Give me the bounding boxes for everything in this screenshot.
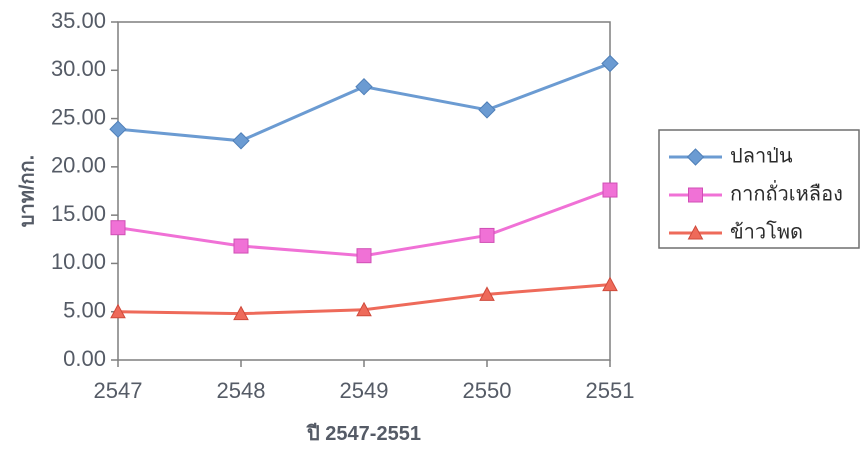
series-line <box>117 188 611 258</box>
legend-swatch-marker <box>688 187 703 203</box>
x-tick-label: 2550 <box>463 378 512 403</box>
y-tick-label: 15.00 <box>51 201 106 226</box>
y-tick-label: 25.00 <box>51 104 106 129</box>
y-tick-label: 35.00 <box>51 8 106 33</box>
x-tick-label: 2549 <box>340 378 389 403</box>
data-point <box>232 132 250 150</box>
data-point <box>355 77 373 96</box>
legend-label: ข้าวโพด <box>730 220 803 243</box>
data-point <box>356 301 372 317</box>
data-point <box>110 303 126 319</box>
y-tick-label: 30.00 <box>51 56 106 81</box>
legend-swatch-marker <box>686 148 705 166</box>
y-tick-label: 5.00 <box>63 298 106 323</box>
data-point <box>233 305 249 321</box>
data-point <box>110 220 126 236</box>
data-point <box>356 248 372 264</box>
data-point <box>601 54 619 73</box>
legend-swatch-marker <box>687 224 704 240</box>
series-3 <box>110 276 618 321</box>
y-tick-label: 0.00 <box>63 346 106 371</box>
y-tick-label: 20.00 <box>51 153 106 178</box>
data-point <box>479 286 495 301</box>
data-point <box>478 101 496 119</box>
data-point <box>602 276 618 292</box>
series-1 <box>109 54 619 150</box>
y-axis-title: บาท/กก. <box>16 155 38 227</box>
legend-label: กากถั่วเหลือง <box>730 179 843 205</box>
series-2 <box>110 182 618 264</box>
x-tick-label: 2548 <box>217 378 266 403</box>
data-point <box>602 182 618 198</box>
x-tick-label: 2551 <box>586 378 635 403</box>
y-tick-label: 10.00 <box>51 249 106 274</box>
x-axis-title: ปี 2547-2551 <box>306 422 421 445</box>
data-point <box>479 227 495 243</box>
data-point <box>233 238 249 254</box>
series-line <box>117 62 611 143</box>
data-point <box>109 120 127 138</box>
legend-label: ปลาป่น <box>730 145 793 167</box>
x-tick-label: 2547 <box>94 378 143 403</box>
